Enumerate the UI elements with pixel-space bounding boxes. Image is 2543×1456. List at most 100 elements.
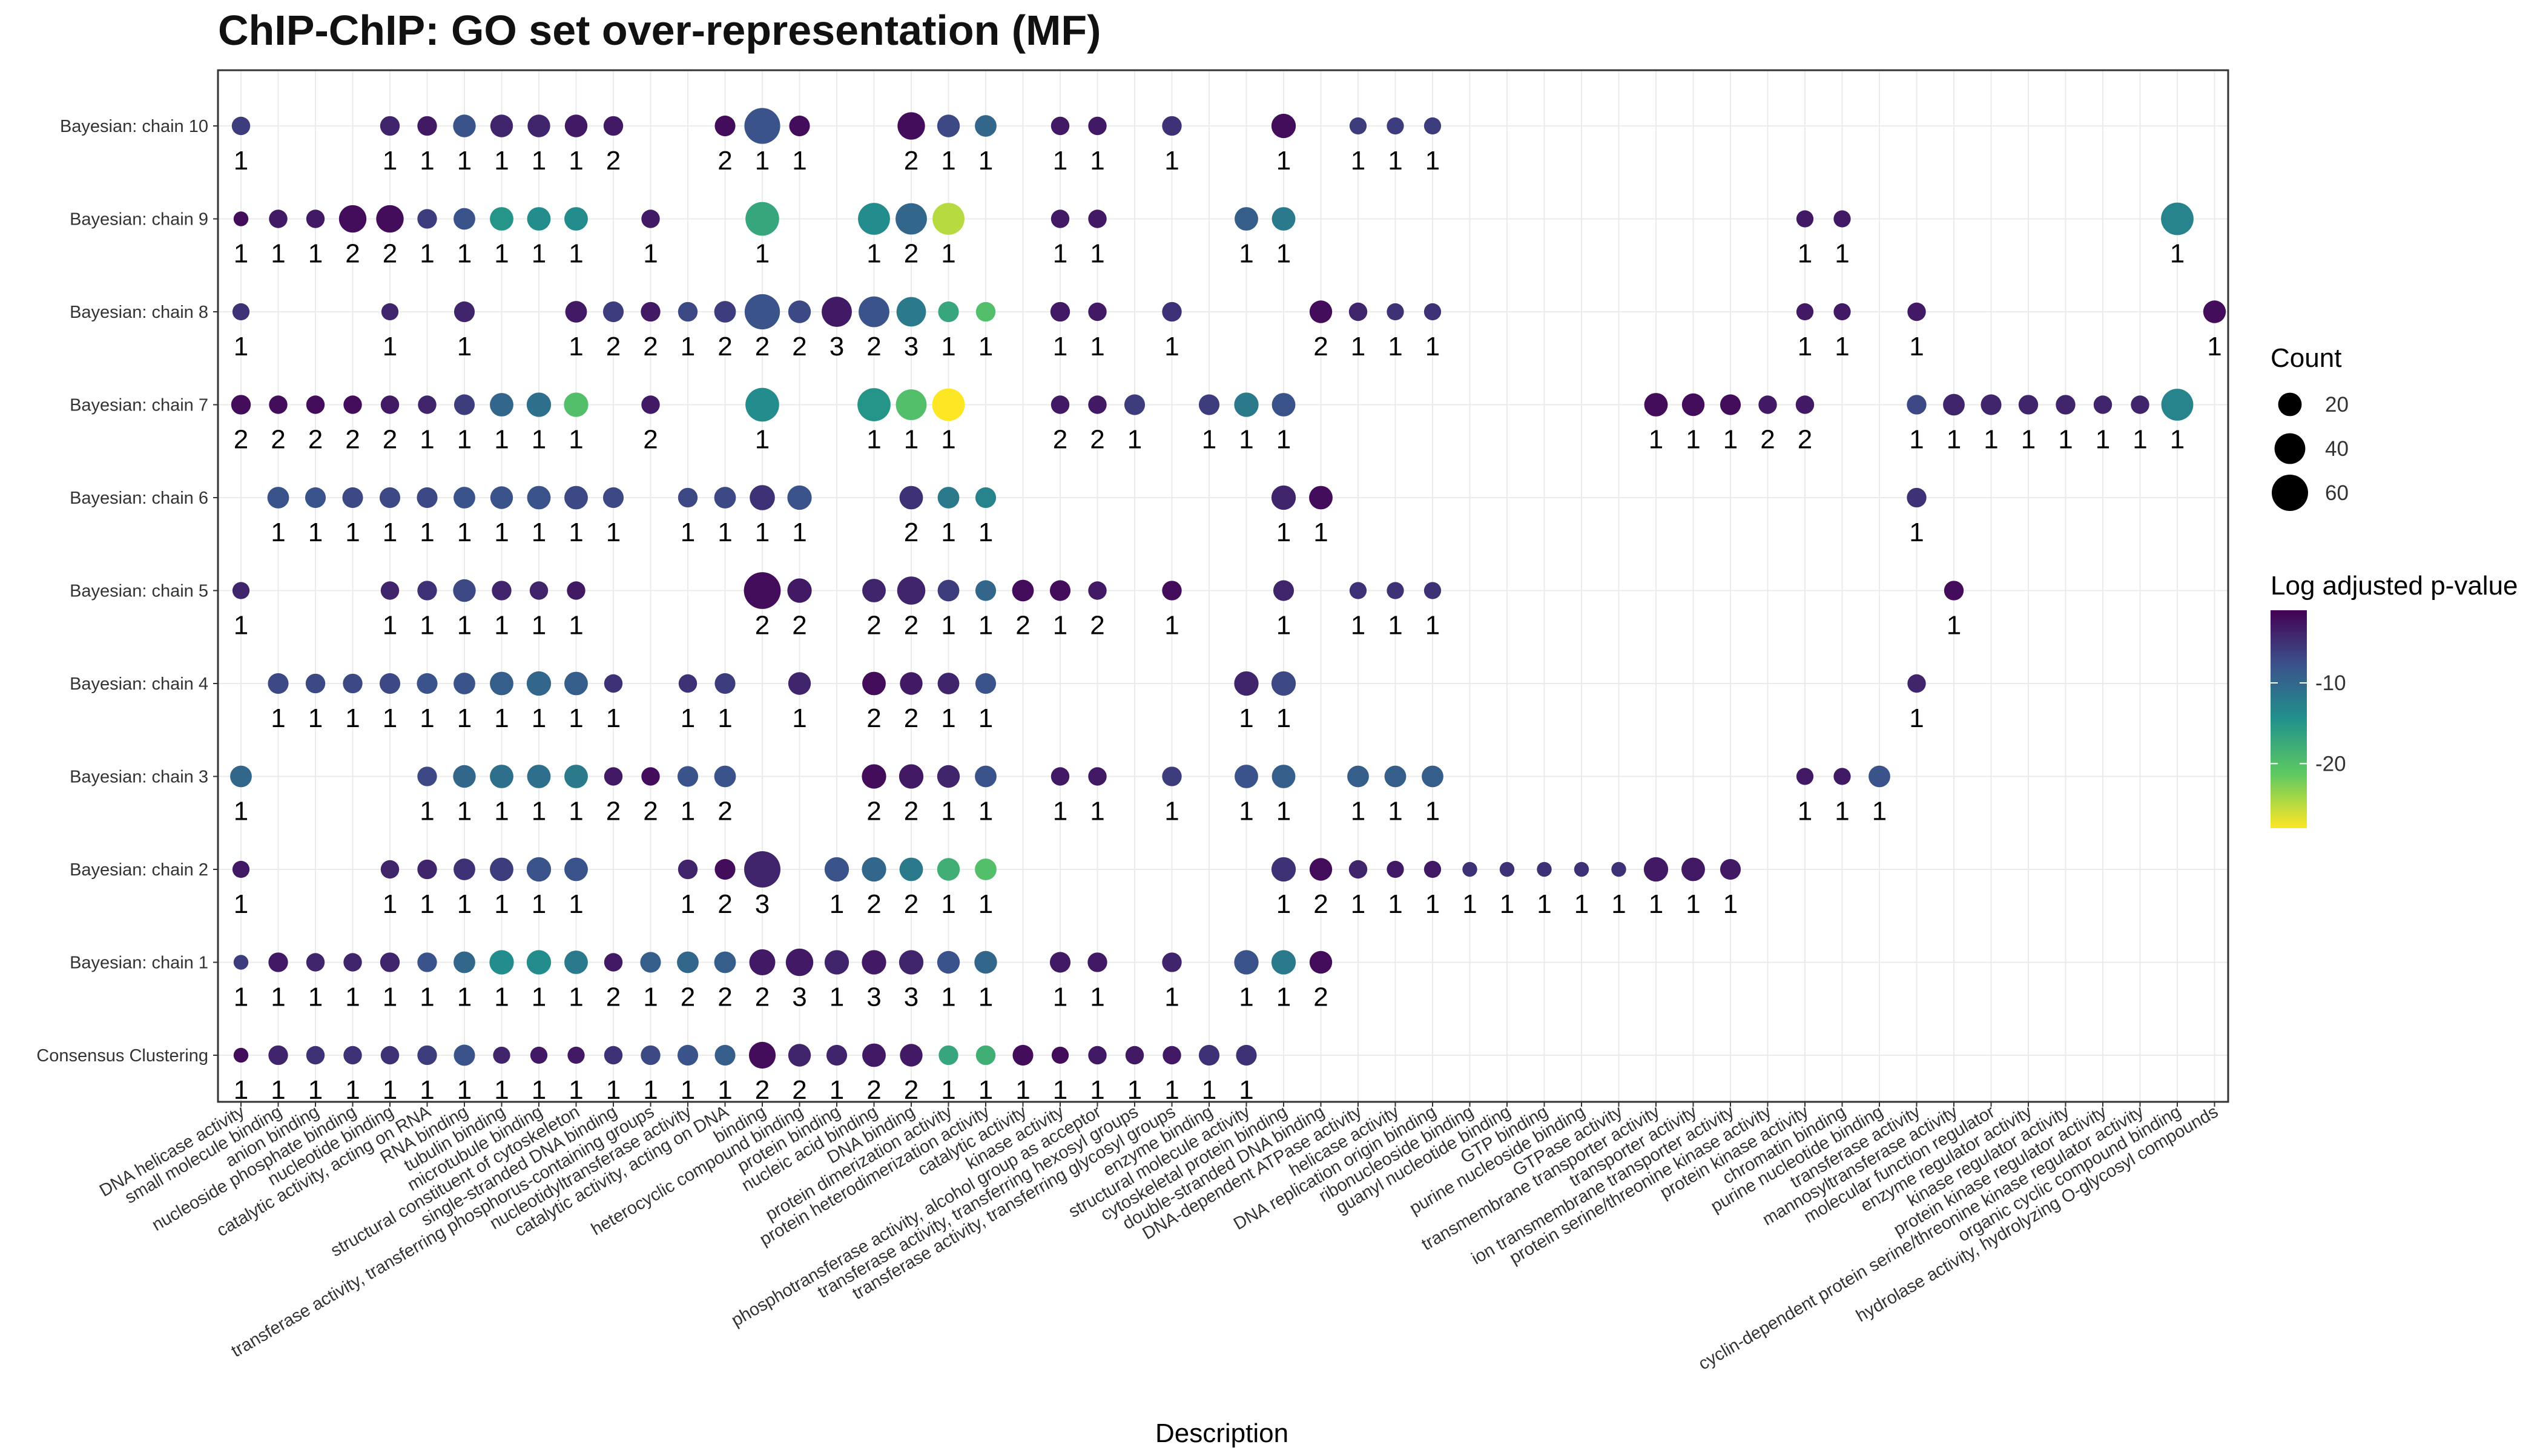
count-label: 2 xyxy=(904,146,919,176)
count-label: 1 xyxy=(1276,889,1291,919)
data-point xyxy=(306,395,325,414)
data-point xyxy=(788,1044,811,1067)
count-label: 1 xyxy=(606,703,621,733)
data-point xyxy=(896,297,926,327)
p-value-legend: Log adjusted p-value -10 -20 xyxy=(2271,571,2518,828)
count-label: 1 xyxy=(308,1075,323,1105)
count-label: 1 xyxy=(494,703,509,733)
data-point xyxy=(826,1044,848,1066)
count-label: 1 xyxy=(606,518,621,547)
count-label: 1 xyxy=(941,797,955,826)
count-label: 2 xyxy=(345,425,360,455)
data-point xyxy=(1537,861,1552,877)
count-label: 2 xyxy=(755,1075,770,1105)
count-label: 1 xyxy=(1053,983,1067,1012)
count-label: 1 xyxy=(383,518,397,547)
y-axis: Consensus Clustering Bayesian: chain 1 Bay… xyxy=(36,117,218,1066)
count-label: 1 xyxy=(717,518,732,547)
data-point xyxy=(1271,857,1296,882)
data-point xyxy=(900,1044,923,1067)
count-legend-label: 40 xyxy=(2325,437,2349,461)
count-label: 1 xyxy=(1351,146,1365,176)
count-label: 1 xyxy=(420,425,434,455)
count-label: 1 xyxy=(978,1075,993,1105)
data-point xyxy=(1643,857,1669,882)
count-label: 1 xyxy=(345,1075,360,1105)
count-label: 1 xyxy=(420,518,434,547)
data-point xyxy=(1795,395,1815,414)
count-label: 1 xyxy=(457,518,472,547)
count-label: 1 xyxy=(494,146,509,176)
count-label: 1 xyxy=(830,1075,844,1105)
data-point xyxy=(453,765,476,788)
count-label: 1 xyxy=(234,983,248,1012)
count-label: 1 xyxy=(345,518,360,547)
data-point xyxy=(785,948,814,977)
count-label: 2 xyxy=(1053,425,1067,455)
count-label: 1 xyxy=(457,425,472,455)
count-label: 1 xyxy=(1239,239,1253,269)
count-label: 1 xyxy=(643,1075,658,1105)
data-point xyxy=(268,952,288,972)
count-label: 1 xyxy=(681,797,695,826)
data-point xyxy=(862,579,886,602)
count-label: 1 xyxy=(1276,611,1291,641)
count-label: 1 xyxy=(532,797,546,826)
data-point xyxy=(1384,765,1407,788)
data-point xyxy=(1423,117,1442,135)
count-label: 1 xyxy=(383,1075,397,1105)
count-label: 1 xyxy=(941,611,955,641)
data-point xyxy=(604,767,623,786)
count-label: 1 xyxy=(1835,332,1849,361)
count-label: 2 xyxy=(866,611,881,641)
data-point xyxy=(678,859,698,880)
count-label: 1 xyxy=(457,983,472,1012)
data-point xyxy=(2093,395,2113,414)
data-point xyxy=(1309,858,1333,881)
count-label: 1 xyxy=(494,889,509,919)
data-point xyxy=(602,487,624,509)
data-point xyxy=(974,950,997,974)
data-point xyxy=(1499,861,1515,877)
data-point xyxy=(975,301,996,322)
count-label: 1 xyxy=(1164,797,1179,826)
count-label: 1 xyxy=(681,1075,695,1105)
data-point xyxy=(490,393,513,417)
data-point xyxy=(745,387,779,422)
count-label: 1 xyxy=(494,1075,509,1105)
data-point xyxy=(1868,765,1890,788)
data-point xyxy=(714,765,736,788)
data-point xyxy=(975,858,997,880)
data-point xyxy=(937,765,960,788)
data-point xyxy=(937,950,960,974)
data-point xyxy=(604,1046,623,1065)
count-label: 1 xyxy=(420,1075,434,1105)
data-point xyxy=(857,388,891,421)
count-label: 2 xyxy=(904,611,919,641)
count-legend-label: 60 xyxy=(2325,481,2349,505)
data-point xyxy=(1796,210,1814,228)
count-label: 1 xyxy=(1127,425,1142,455)
data-point xyxy=(1125,1046,1144,1065)
data-point xyxy=(641,395,660,414)
data-point xyxy=(269,209,288,228)
count-label: 1 xyxy=(1388,332,1402,361)
count-label: 2 xyxy=(308,425,323,455)
count-label: 2 xyxy=(717,146,732,176)
data-point xyxy=(714,673,736,694)
data-point xyxy=(306,1046,325,1065)
data-point xyxy=(564,486,588,510)
y-tick-label: Bayesian: chain 5 xyxy=(70,582,208,601)
count-label: 1 xyxy=(420,703,434,733)
count-label: 1 xyxy=(978,797,993,826)
data-point xyxy=(492,581,512,601)
data-point xyxy=(530,1046,548,1064)
data-point xyxy=(1309,300,1333,323)
count-label: 1 xyxy=(1053,332,1067,361)
count-label: 1 xyxy=(941,983,955,1012)
count-label: 1 xyxy=(420,146,434,176)
data-point xyxy=(1234,950,1259,975)
count-label: 1 xyxy=(792,146,806,176)
plot-border xyxy=(217,69,2229,1103)
data-point xyxy=(1423,582,1442,599)
